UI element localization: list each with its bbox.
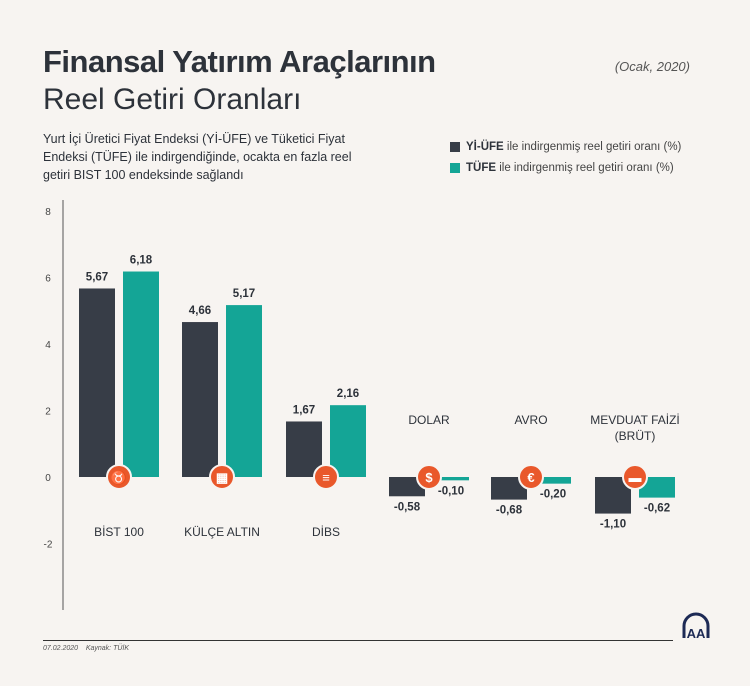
data-label: -0,62	[644, 503, 670, 515]
category-label: KÜLÇE ALTIN	[184, 525, 260, 539]
bar	[182, 322, 218, 477]
y-tick-label: 0	[45, 473, 51, 484]
gold-bars-icon-glyph: ▦	[216, 470, 228, 485]
bar	[433, 477, 469, 481]
legend-swatch	[450, 142, 460, 152]
title-light: Reel Getiri Oranları	[43, 83, 302, 116]
bar	[639, 477, 675, 498]
bull-icon	[106, 464, 132, 490]
y-tick-label: 4	[45, 340, 51, 351]
y-tick-label: 2	[45, 407, 51, 418]
data-label: 4,66	[189, 305, 211, 317]
data-label: 6,18	[130, 255, 153, 267]
category-label: MEVDUAT FAİZİ	[590, 413, 680, 427]
money-icon	[622, 464, 648, 490]
bar	[79, 288, 115, 477]
bar	[330, 405, 366, 477]
subtitle: Yurt İçi Üretici Fiyat Endeksi (Yİ-ÜFE) …	[43, 132, 352, 182]
logo: AA	[676, 612, 716, 647]
y-tick-label: 6	[45, 274, 51, 285]
category-label: DOLAR	[408, 413, 450, 427]
data-label: 5,17	[233, 288, 255, 300]
category-label-2: (BRÜT)	[615, 429, 656, 443]
bar	[389, 477, 425, 497]
footer-date: 07.02.2020	[43, 645, 79, 652]
title: Finansal Yatırım Araçlarının	[43, 44, 436, 79]
data-label: -0,68	[496, 505, 523, 517]
footer-rule	[43, 640, 673, 641]
date: (Ocak, 2020)	[614, 59, 690, 74]
legend-swatch	[450, 163, 460, 173]
dollar-icon-glyph: $	[425, 470, 433, 485]
footer-source: Kaynak: TÜİK	[85, 645, 130, 652]
legend-item-tufe: TÜFE ile indirgenmiş reel getiri oranı (…	[450, 162, 674, 174]
y-tick-label: -2	[44, 540, 53, 551]
euro-icon	[518, 464, 544, 490]
data-label: 5,67	[86, 271, 108, 283]
svg-text:AA: AA	[687, 626, 706, 641]
data-label: -0,10	[438, 485, 464, 497]
category-label: AVRO	[514, 413, 547, 427]
legend-item-yiufe: Yİ-ÜFE ile indirgenmiş reel getiri oranı…	[450, 141, 681, 153]
category-label: DİBS	[312, 525, 340, 539]
data-label: 1,67	[293, 404, 315, 416]
bar	[123, 271, 159, 477]
data-label: 2,16	[337, 388, 359, 400]
footer: 07.02.2020 Kaynak: TÜİK	[43, 645, 129, 652]
aa-logo-icon: AA	[682, 612, 710, 641]
gold-bars-icon	[209, 464, 235, 490]
data-label: -0,20	[540, 489, 566, 501]
dollar-icon	[416, 464, 442, 490]
data-label: -1,10	[600, 519, 626, 531]
bull-icon-glyph: ♉	[111, 470, 127, 485]
bar	[535, 477, 571, 484]
document-icon	[313, 464, 339, 490]
bar	[286, 421, 322, 477]
y-tick-label: 8	[45, 207, 51, 218]
category-label: BİST 100	[94, 525, 144, 539]
bar	[226, 305, 262, 477]
document-icon-glyph: ≡	[322, 470, 330, 485]
bar	[491, 477, 527, 500]
money-icon-glyph: ▬	[629, 470, 642, 485]
data-label: -0,58	[394, 501, 421, 513]
euro-icon-glyph: €	[527, 470, 534, 485]
